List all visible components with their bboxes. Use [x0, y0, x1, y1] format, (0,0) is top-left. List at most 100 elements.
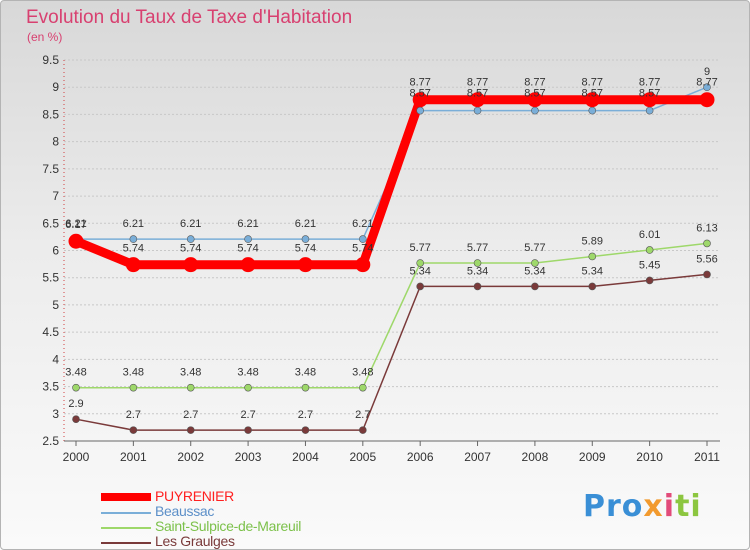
data-point[interactable]: [301, 426, 310, 434]
data-label: 6.21: [352, 218, 373, 230]
series-line-saint-sulpice-de-mareuil: [75, 242, 708, 389]
data-point[interactable]: [301, 383, 310, 392]
data-point[interactable]: [645, 106, 654, 115]
data-label: 5.34: [467, 265, 488, 277]
data-label: 8.77: [409, 77, 430, 89]
data-label: 2.7: [183, 409, 198, 421]
y-tick-label: 3: [52, 407, 59, 421]
data-point[interactable]: [473, 282, 482, 291]
data-label: 5.74: [180, 243, 201, 255]
x-tick-label: 2004: [292, 450, 319, 464]
data-point[interactable]: [588, 252, 597, 261]
y-tick-label: 6.5: [42, 216, 59, 230]
data-point[interactable]: [359, 383, 367, 392]
legend-swatch-beaussac: [101, 512, 151, 514]
data-label: 5.56: [696, 253, 717, 265]
data-point[interactable]: [531, 259, 539, 267]
data-point[interactable]: [297, 257, 313, 273]
data-point[interactable]: [359, 426, 367, 434]
data-point[interactable]: [703, 83, 711, 92]
data-point[interactable]: [416, 282, 424, 291]
data-point[interactable]: [699, 92, 715, 108]
data-label: 6.17: [65, 219, 86, 231]
data-point[interactable]: [129, 383, 138, 392]
data-label: 5.74: [295, 243, 316, 255]
data-point[interactable]: [470, 92, 486, 108]
data-label: 3.48: [180, 367, 201, 379]
series-line-puyrenier: [71, 95, 712, 270]
chart-title: Evolution du Taux de Taxe d'Habitation: [26, 7, 353, 28]
data-point[interactable]: [244, 426, 252, 434]
data-label: 8.57: [409, 88, 430, 100]
data-label: 3.48: [237, 367, 258, 379]
data-point[interactable]: [703, 239, 711, 248]
data-point[interactable]: [416, 259, 424, 267]
data-point[interactable]: [355, 257, 371, 273]
data-point[interactable]: [527, 92, 543, 108]
data-label: 5.77: [524, 242, 545, 254]
legend-label-puyrenier: PUYRENIER: [155, 488, 234, 504]
data-point[interactable]: [412, 92, 428, 108]
proxiti-logo: Proxiti: [583, 489, 702, 524]
y-tick-label: 3.5: [42, 380, 59, 394]
data-point[interactable]: [244, 235, 252, 243]
data-label: 3.48: [295, 367, 316, 379]
data-point[interactable]: [186, 426, 195, 434]
data-point[interactable]: [416, 106, 424, 115]
data-point[interactable]: [244, 383, 252, 392]
data-point[interactable]: [584, 92, 600, 108]
data-label: 8.77: [639, 77, 660, 89]
x-tick-label: 2006: [407, 450, 434, 464]
data-point[interactable]: [240, 257, 256, 273]
chart-unit-label: (en %): [27, 30, 63, 44]
data-point[interactable]: [72, 415, 80, 424]
data-point[interactable]: [125, 257, 141, 273]
data-point[interactable]: [531, 106, 539, 115]
x-tick-label: 2000: [63, 450, 90, 464]
data-label: 6.21: [295, 218, 316, 230]
legend-swatch-les-graulges: [101, 542, 151, 544]
data-point[interactable]: [642, 92, 658, 108]
data-label: 9: [704, 66, 710, 78]
data-point[interactable]: [531, 282, 539, 291]
data-point[interactable]: [645, 246, 654, 254]
series-points: [68, 83, 715, 434]
x-tick-label: 2008: [522, 450, 549, 464]
data-point[interactable]: [473, 259, 482, 267]
logo-part-3: i: [663, 489, 676, 524]
legend-label-saint-sulpice: Saint-Sulpice-de-Mareuil: [155, 518, 302, 534]
data-point[interactable]: [68, 233, 84, 249]
data-label: 5.89: [582, 235, 603, 247]
data-point[interactable]: [473, 106, 482, 115]
data-point[interactable]: [183, 257, 199, 273]
x-tick-label: 2011: [694, 450, 720, 464]
data-point[interactable]: [588, 106, 597, 115]
data-point[interactable]: [703, 270, 711, 279]
data-label: 8.77: [582, 77, 603, 89]
data-point[interactable]: [72, 383, 80, 392]
data-label: 5.74: [352, 243, 373, 255]
y-tick-label: 2.5: [42, 434, 59, 448]
series-line-les-graulges: [75, 273, 708, 431]
data-label: 5.34: [409, 265, 430, 277]
data-point[interactable]: [186, 235, 195, 243]
data-point[interactable]: [645, 276, 654, 285]
logo-part-4: ti: [675, 489, 702, 524]
logo-part-2: x: [643, 489, 664, 524]
data-point[interactable]: [359, 235, 367, 243]
data-point[interactable]: [129, 235, 138, 243]
data-point[interactable]: [301, 235, 310, 243]
data-label: 5.74: [237, 243, 258, 255]
x-tick-label: 2009: [579, 450, 606, 464]
data-label: 5.34: [582, 265, 603, 277]
data-label: 8.77: [696, 77, 717, 89]
x-tick-label: 2007: [464, 450, 491, 464]
data-label: 3.48: [123, 367, 144, 379]
data-point[interactable]: [588, 282, 597, 291]
data-point[interactable]: [129, 426, 138, 434]
data-label: 6.01: [639, 229, 660, 241]
y-tick-label: 6: [52, 244, 59, 258]
data-point[interactable]: [186, 383, 195, 392]
y-tick-label: 4.5: [42, 325, 59, 339]
